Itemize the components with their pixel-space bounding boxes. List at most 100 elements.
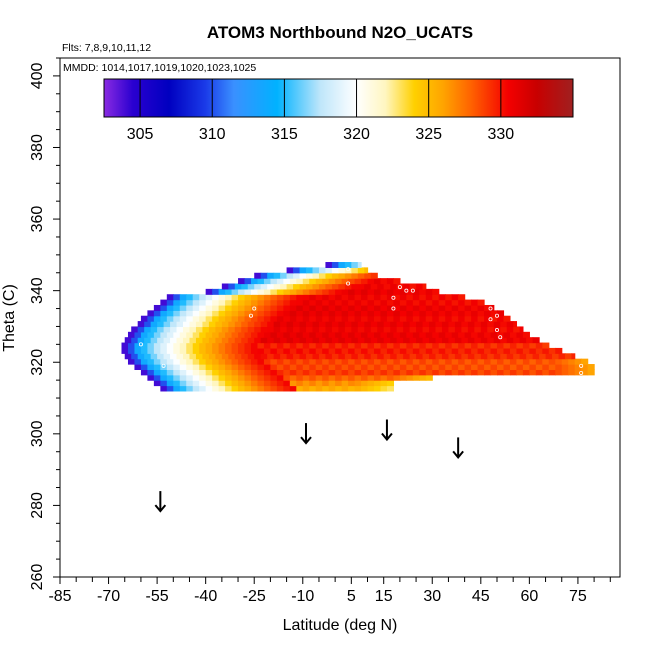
heatmap-cell — [380, 278, 388, 285]
heatmap-cell — [471, 347, 479, 354]
x-tick-label: 15 — [375, 588, 393, 605]
heatmap-cell — [218, 294, 226, 301]
heatmap-cell — [386, 374, 395, 381]
x-tick-label: -70 — [97, 588, 120, 605]
heatmap-cell — [309, 358, 317, 365]
heatmap-cell — [212, 374, 220, 381]
heatmap-cell — [270, 369, 278, 376]
heatmap-cell — [244, 278, 252, 285]
heatmap-cell — [406, 347, 414, 354]
heatmap-cell — [263, 347, 271, 354]
sample-marker — [391, 306, 396, 311]
heatmap-cell — [302, 299, 310, 306]
heatmap-cell — [406, 331, 414, 338]
heatmap-cell — [302, 310, 310, 317]
heatmap-cell — [296, 331, 304, 338]
heatmap-cell — [451, 342, 459, 349]
heatmap-cell — [315, 380, 323, 387]
heatmap-cell — [406, 310, 414, 317]
heatmap-cell — [280, 321, 288, 328]
heatmap-cell — [221, 353, 229, 360]
heatmap-cell — [367, 310, 375, 317]
heatmap-cell — [432, 288, 440, 295]
heatmap-cell — [309, 369, 317, 376]
heatmap-cell — [309, 299, 317, 306]
heatmap-cell — [312, 283, 320, 290]
heatmap-cell — [283, 304, 291, 311]
heatmap-cell — [166, 380, 174, 387]
heatmap-cell — [367, 347, 375, 354]
heatmap-cell — [212, 294, 220, 301]
heatmap-cell — [422, 337, 430, 344]
heatmap-cell — [555, 364, 563, 370]
heatmap-cell — [160, 358, 168, 365]
heatmap-cell — [432, 310, 440, 317]
heatmap-cell — [166, 342, 174, 349]
heatmap-cell — [276, 288, 284, 295]
heatmap-cell — [289, 310, 297, 317]
heatmap-cell — [509, 358, 518, 365]
heatmap-cell — [493, 337, 501, 344]
heatmap-cell — [267, 283, 275, 290]
heatmap-cell — [406, 315, 414, 322]
heatmap-cell — [247, 337, 255, 344]
heatmap-cell — [238, 369, 246, 376]
heatmap-cell — [380, 374, 388, 381]
heatmap-cell — [179, 358, 187, 365]
heatmap-cell — [487, 337, 495, 344]
heatmap-cell — [354, 288, 362, 295]
heatmap-cell — [302, 347, 310, 354]
heatmap-cell — [312, 353, 320, 360]
heatmap-cell — [561, 369, 569, 376]
heatmap-cell — [238, 315, 246, 322]
heatmap-cell — [238, 374, 246, 381]
heatmap-cell — [412, 374, 420, 381]
heatmap-cell — [250, 380, 259, 387]
heatmap-cell — [286, 353, 294, 360]
heatmap-cell — [296, 364, 304, 370]
heatmap-cell — [231, 347, 239, 354]
heatmap-cell — [238, 364, 246, 370]
heatmap-cell — [328, 380, 336, 387]
heatmap-cell — [448, 326, 456, 333]
heatmap-cell — [322, 288, 330, 295]
heatmap-cell — [587, 369, 595, 376]
heatmap-cell — [490, 364, 498, 370]
heatmap-cell — [367, 385, 375, 392]
heatmap-cell — [458, 347, 466, 354]
heatmap-cell — [458, 294, 466, 301]
heatmap-cell — [257, 304, 265, 311]
heatmap-cell — [263, 299, 271, 306]
heatmap-cell — [309, 310, 317, 317]
heatmap-cell — [445, 304, 453, 311]
heatmap-cell — [422, 353, 430, 360]
heatmap-cell — [173, 369, 181, 376]
heatmap-cell — [361, 342, 369, 349]
heatmap-cell — [250, 310, 259, 317]
heatmap-cell — [218, 380, 226, 387]
heatmap-cell — [238, 342, 246, 349]
heatmap-cell — [153, 310, 161, 317]
heatmap-cell — [322, 385, 330, 392]
heatmap-cell — [377, 337, 385, 344]
heatmap-cell — [367, 364, 375, 370]
heatmap-cell — [361, 374, 369, 381]
heatmap-cell — [464, 369, 472, 376]
colorbar: 305 310 315 320 325 330 — [103, 78, 574, 143]
x-tick-label: -55 — [146, 588, 169, 605]
heatmap-cell — [399, 294, 407, 301]
heatmap-cell — [315, 278, 323, 285]
heatmap-cell — [276, 380, 284, 387]
heatmap-cell — [160, 331, 168, 338]
heatmap-cell — [260, 283, 268, 290]
heatmap-cell — [325, 337, 333, 344]
heatmap-cell — [241, 353, 249, 360]
heatmap-cell — [270, 299, 278, 306]
arrow-markers — [154, 419, 464, 513]
heatmap-cell — [367, 380, 375, 387]
heatmap-cell — [121, 342, 129, 349]
heatmap-cell — [506, 353, 514, 360]
heatmap-cell — [548, 358, 556, 365]
heatmap-cell — [263, 288, 271, 295]
y-tick-label: 340 — [29, 277, 46, 304]
